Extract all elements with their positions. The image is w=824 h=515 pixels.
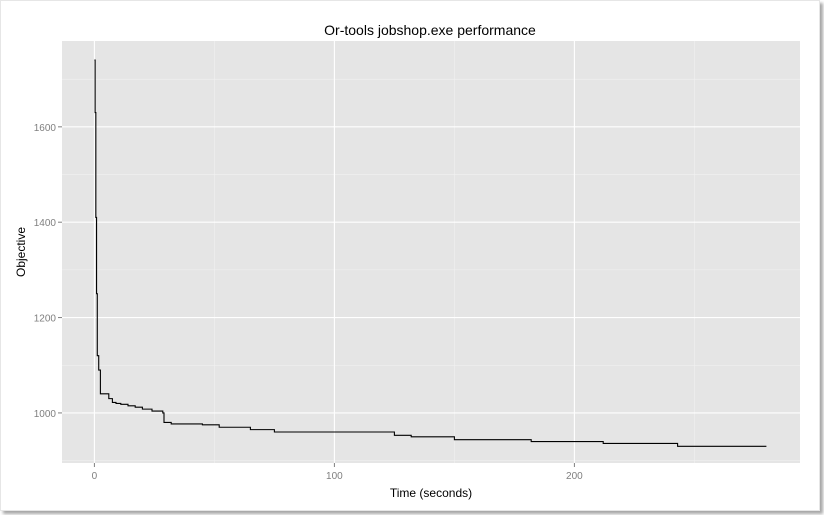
y-tick-label: 1200 [34,314,57,325]
x-tick-label: 0 [92,471,98,482]
x-axis-label: Time (seconds) [390,486,472,500]
plot-panel [62,41,800,463]
x-axis-ticks: 0 100 200 [92,463,583,482]
y-tick-label: 1000 [34,409,57,420]
y-axis-label: Objective [14,227,28,277]
series-line-objective [94,59,767,447]
y-tick-label: 1600 [34,123,57,134]
y-axis-ticks: 1000 1200 1400 1600 [34,123,62,420]
x-tick-label: 200 [566,471,583,482]
chart-title: Or-tools jobshop.exe performance [324,22,536,38]
grid-minor [62,41,800,463]
x-tick-label: 100 [326,471,343,482]
grid-major [62,41,800,463]
y-tick-label: 1400 [34,218,57,229]
